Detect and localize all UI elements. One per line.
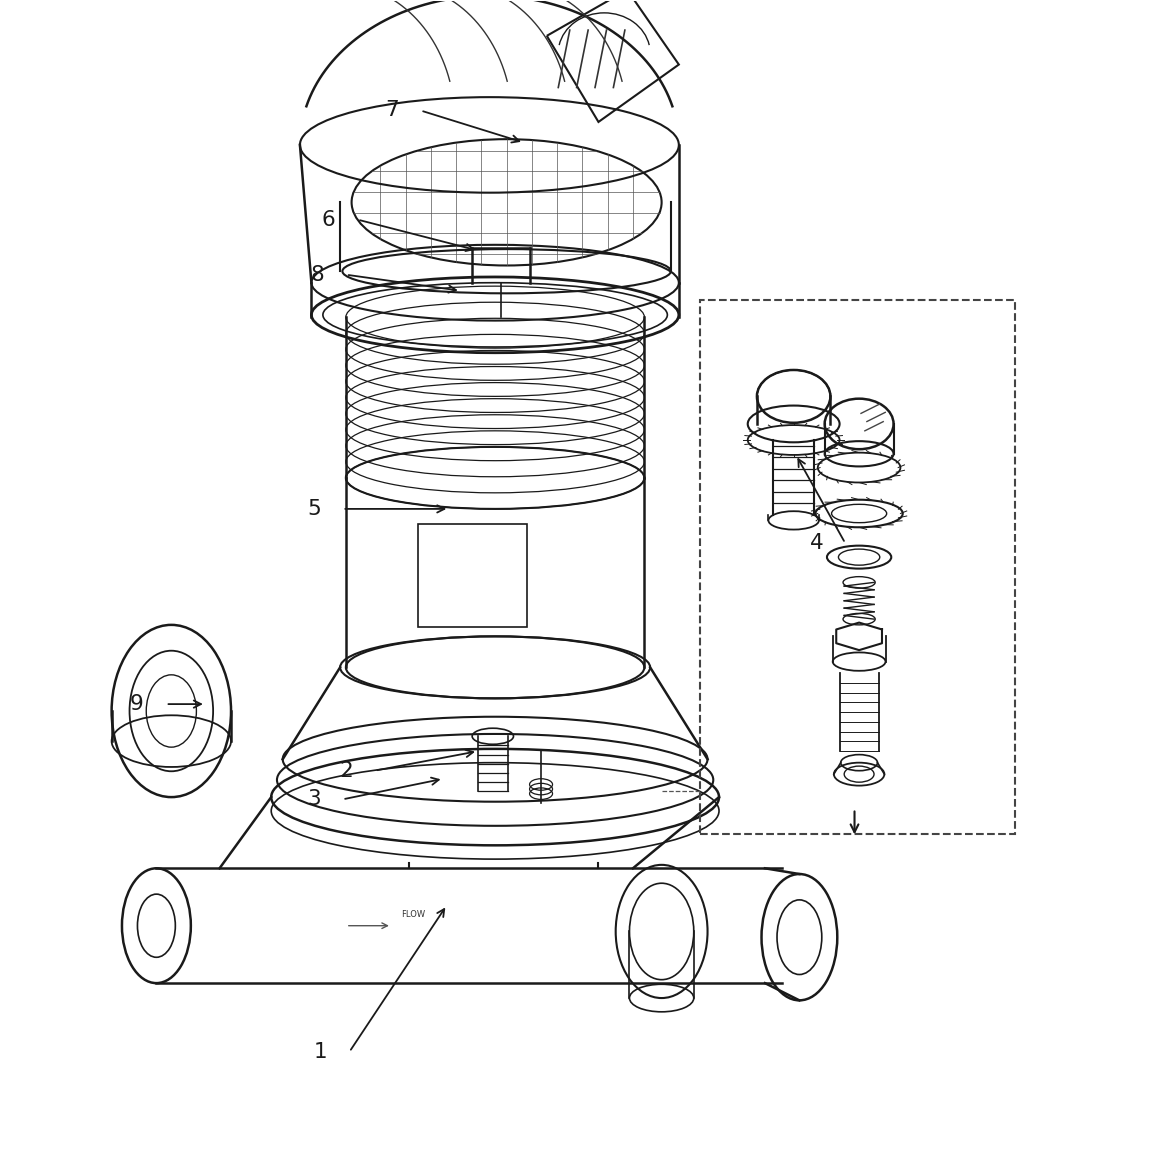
Bar	[418, 524, 527, 627]
Text: 3: 3	[307, 790, 320, 809]
Text: 8: 8	[311, 265, 325, 284]
Text: 2: 2	[340, 761, 352, 780]
Text: 1: 1	[314, 1042, 327, 1062]
Text: 7: 7	[384, 100, 398, 121]
Text: 4: 4	[810, 533, 823, 554]
Text: 5: 5	[307, 498, 321, 519]
Text: FLOW: FLOW	[401, 909, 425, 918]
Text: 6: 6	[322, 209, 335, 229]
Text: 9: 9	[130, 694, 144, 714]
